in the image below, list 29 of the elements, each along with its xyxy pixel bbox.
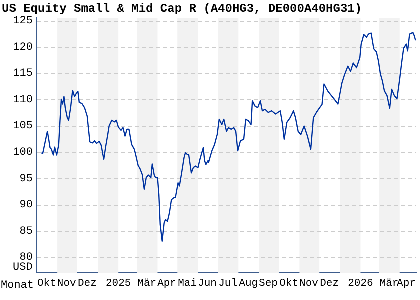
x-tick-label: Jul xyxy=(218,278,238,290)
y-tick-label: 110 xyxy=(13,94,33,106)
y-tick-label: 105 xyxy=(13,120,33,133)
x-tick-label: Dez xyxy=(320,278,339,290)
y-tick-label: 85 xyxy=(20,226,33,238)
x-tick-label: Apr xyxy=(158,278,176,290)
x-tick-label: Jun xyxy=(198,278,217,290)
x-tick-label: 2025 xyxy=(106,278,132,290)
y-tick-label: 90 xyxy=(20,200,33,212)
x-tick-label: Apr xyxy=(397,278,416,290)
y-tick-label: 125 xyxy=(13,16,33,28)
y-axis-title: USD xyxy=(13,262,34,274)
x-tick-label: Mär xyxy=(380,278,399,290)
x-tick-label: Dez xyxy=(78,278,97,290)
y-tick-label: 115 xyxy=(13,68,33,80)
x-tick-label: Okt xyxy=(280,278,299,290)
x-tick-label: Mär xyxy=(138,278,157,290)
y-tick-label: 95 xyxy=(20,173,33,186)
x-tick-label: 2026 xyxy=(348,278,374,290)
x-axis-title: Monat xyxy=(1,280,34,292)
y-tick-label: 100 xyxy=(13,146,33,159)
chart-title: US Equity Small & Mid Cap R (A40HG3, DE000A40HG31) xyxy=(2,2,362,16)
x-tick-label: Aug xyxy=(239,278,258,290)
x-tick-label: Nov xyxy=(57,278,76,290)
x-tick-label: Mai xyxy=(178,278,198,290)
y-tick-label: 120 xyxy=(13,42,33,54)
x-tick-label: Okt xyxy=(37,278,56,290)
x-tick-label: Sep xyxy=(259,278,278,290)
x-tick-label: Nov xyxy=(300,278,318,290)
